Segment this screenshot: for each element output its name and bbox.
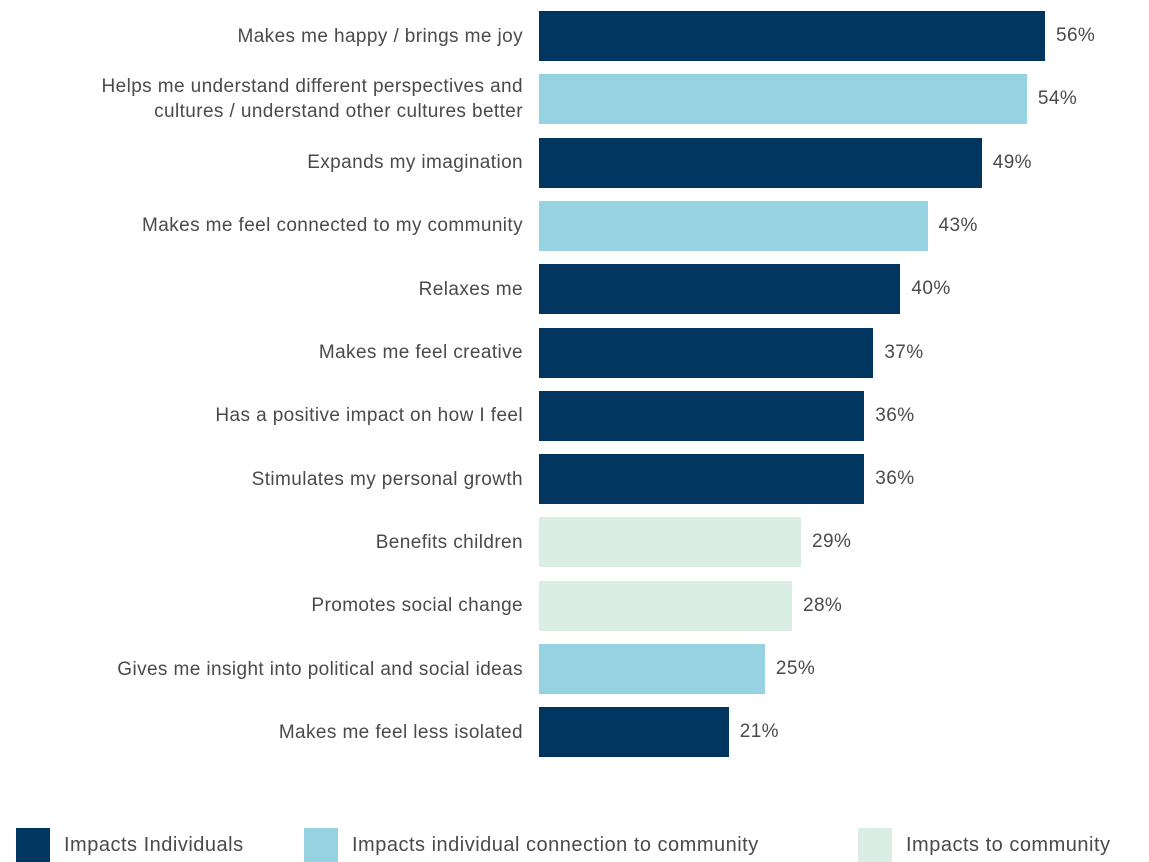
category-label: Helps me understand different perspectiv… — [3, 74, 523, 124]
category-label-line: Gives me insight into political and soci… — [117, 658, 523, 680]
category-label-text: Helps me understand different perspectiv… — [101, 74, 523, 124]
bar — [539, 517, 802, 568]
category-label: Makes me feel creative — [3, 328, 523, 378]
bar — [539, 454, 865, 505]
category-label-text: Expands my imagination — [307, 150, 523, 175]
bar — [539, 390, 865, 441]
category-label: Has a positive impact on how I feel — [3, 391, 523, 441]
value-label: 36% — [875, 468, 915, 490]
category-label-text: Stimulates my personal growth — [252, 467, 523, 492]
category-label-line: Expands my imagination — [307, 152, 523, 174]
category-label-text: Gives me insight into political and soci… — [117, 657, 523, 682]
bar — [539, 74, 1027, 125]
legend-label-community: Impacts to community — [906, 833, 1111, 856]
value-label: 21% — [739, 721, 779, 743]
category-label: Promotes social change — [3, 581, 523, 631]
bar — [539, 137, 982, 188]
legend-item-connection: Impacts individual connection to communi… — [304, 828, 759, 862]
value-label: 37% — [884, 341, 924, 363]
bar — [539, 264, 901, 315]
legend-label-individuals: Impacts Individuals — [64, 833, 244, 856]
category-label-line: Benefits children — [375, 531, 523, 553]
category-label: Makes me happy / brings me joy — [3, 11, 523, 61]
category-label-text: Makes me happy / brings me joy — [237, 24, 523, 49]
value-label: 40% — [911, 278, 951, 300]
category-label-text: Has a positive impact on how I feel — [215, 403, 523, 428]
value-label: 54% — [1037, 88, 1078, 110]
value-label: 29% — [812, 531, 852, 553]
legend-label-connection: Impacts individual connection to communi… — [352, 833, 759, 856]
value-label: 56% — [1056, 25, 1096, 46]
category-label-line: Makes me happy / brings me joy — [237, 25, 523, 47]
bar — [539, 327, 874, 378]
value-label: 49% — [992, 151, 1032, 173]
category-label-line: cultures / understand other cultures bet… — [154, 101, 523, 123]
chart-legend: Impacts Individuals Impacts individual c… — [0, 828, 1149, 862]
category-label: Expands my imagination — [3, 138, 523, 188]
legend-item-individuals: Impacts Individuals — [16, 828, 244, 862]
value-label: 25% — [775, 658, 816, 679]
value-label: 28% — [803, 594, 843, 616]
category-label-text: Makes me feel connected to my community — [142, 213, 523, 238]
value-label: 36% — [875, 404, 915, 426]
bar — [539, 200, 928, 251]
bar — [539, 707, 729, 758]
category-label-line: Makes me feel creative — [318, 342, 523, 363]
category-label-text: Relaxes me — [419, 277, 523, 302]
category-label-line: Has a positive impact on how I feel — [215, 405, 523, 427]
bar — [539, 11, 1045, 61]
legend-swatch-community — [858, 828, 892, 862]
category-label-text: Makes me feel creative — [319, 340, 523, 365]
category-label: Stimulates my personal growth — [3, 454, 523, 504]
legend-swatch-individuals — [16, 828, 50, 862]
bar-chart: Makes me happy / brings me joy 56% Helps m… — [3, 11, 1096, 758]
category-label-line: Promotes social change — [311, 595, 523, 617]
legend-item-community: Impacts to community — [858, 828, 1111, 862]
value-label: 43% — [938, 214, 978, 236]
category-label-text: Makes me feel less isolated — [279, 720, 523, 745]
category-label-text: Benefits children — [376, 530, 523, 555]
bar — [539, 644, 765, 694]
category-label-line: Stimulates my personal growth — [251, 468, 523, 490]
legend-swatch-connection — [304, 828, 338, 862]
category-label: Gives me insight into political and soci… — [3, 644, 523, 694]
category-label-line: Makes me feel connected to my community — [142, 215, 523, 237]
category-label: Relaxes me — [3, 264, 523, 314]
category-label: Makes me feel less isolated — [3, 707, 523, 757]
category-label: Makes me feel connected to my community — [3, 201, 523, 251]
bar — [539, 580, 792, 631]
category-label: Benefits children — [3, 517, 523, 567]
category-label-text: Promotes social change — [311, 593, 523, 618]
category-label-line: Makes me feel less isolated — [278, 721, 523, 743]
category-label-line: Relaxes me — [418, 278, 523, 300]
category-label-line: Helps me understand different perspectiv… — [101, 76, 523, 98]
